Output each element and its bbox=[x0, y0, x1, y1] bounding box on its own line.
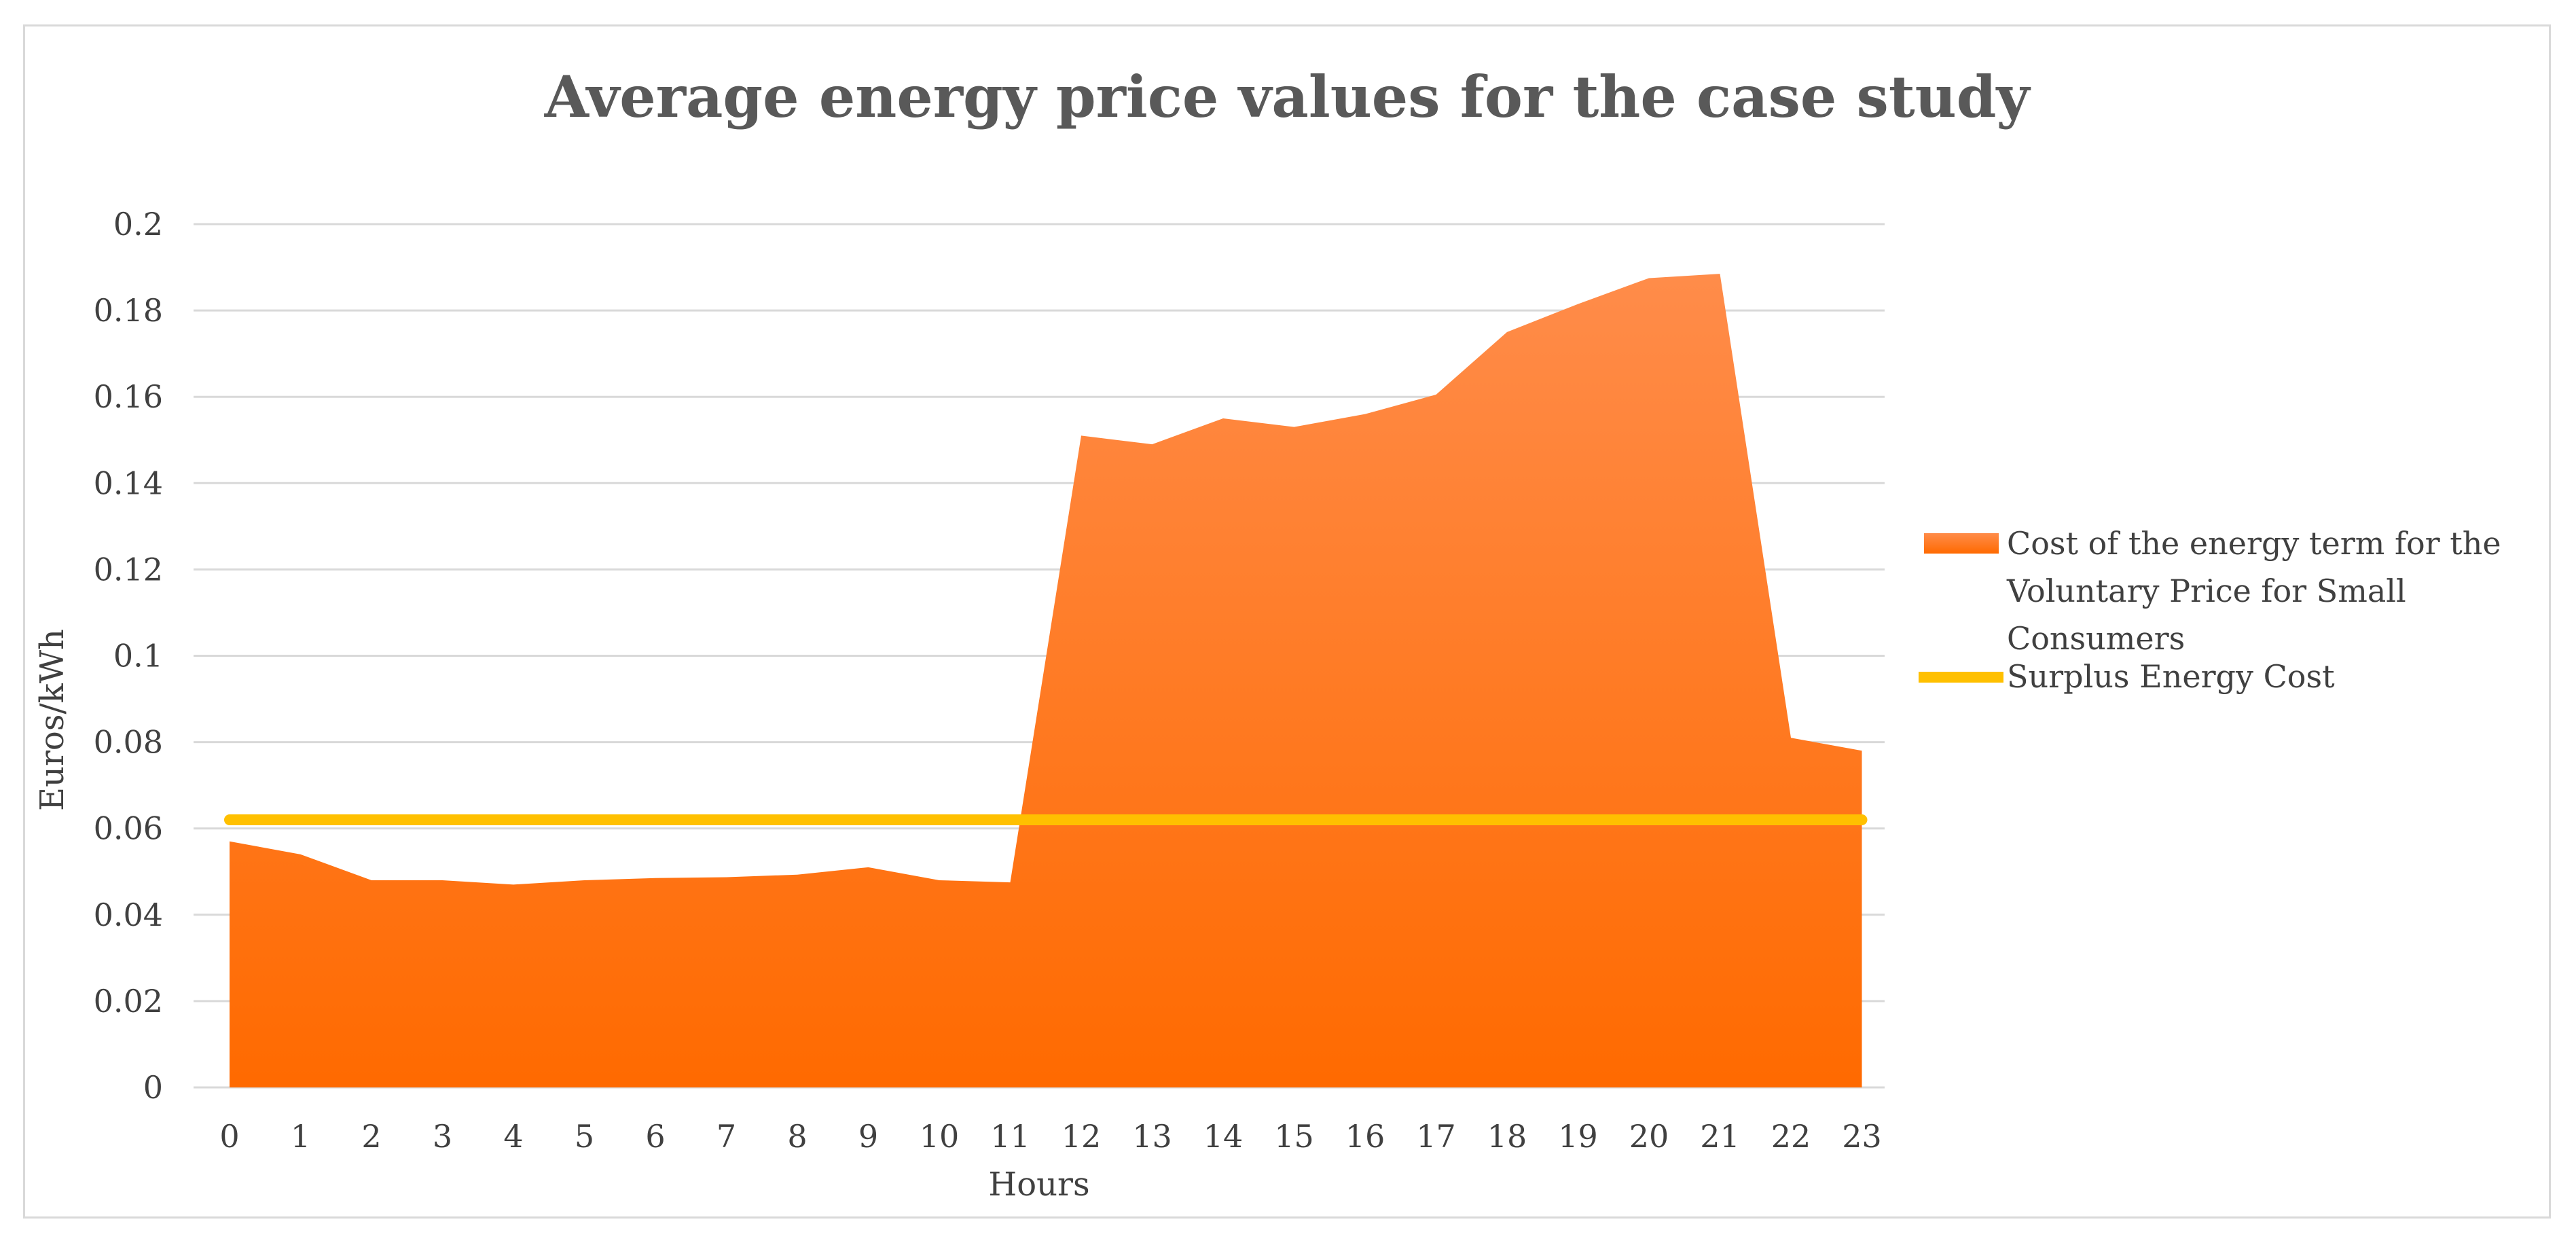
area-point bbox=[1646, 275, 1652, 281]
line-point bbox=[1362, 817, 1368, 823]
area-point bbox=[795, 872, 800, 878]
line-series bbox=[224, 814, 1868, 825]
area-point bbox=[227, 839, 232, 844]
area-point bbox=[440, 878, 446, 883]
x-tick-label: 20 bbox=[1629, 1118, 1669, 1155]
y-axis-label: Euros/kWh bbox=[33, 629, 71, 811]
y-tick-label: 0.14 bbox=[94, 465, 163, 501]
y-tick-label: 0.2 bbox=[113, 206, 163, 242]
area-point bbox=[369, 878, 374, 883]
y-tick-label: 0.08 bbox=[94, 724, 163, 761]
area-point bbox=[1078, 433, 1084, 438]
line-point bbox=[1646, 817, 1652, 823]
area-point bbox=[1434, 392, 1439, 397]
line-point bbox=[1718, 817, 1723, 823]
y-tick-label: 0 bbox=[143, 1069, 163, 1106]
y-tick-label: 0.02 bbox=[94, 983, 163, 1020]
line-point bbox=[653, 817, 658, 823]
line-point bbox=[1292, 817, 1297, 823]
line-point bbox=[866, 817, 871, 823]
area-point bbox=[1576, 302, 1581, 307]
x-tick-label: 3 bbox=[433, 1118, 452, 1155]
legend-swatch-area bbox=[1924, 533, 1999, 554]
x-axis-ticks: 0 1 2 3 4 5 6 7 8 9 10 11 12 13 14 15 16 17 18 19 20 21 22 23 bbox=[219, 1118, 1881, 1155]
area-point bbox=[298, 852, 304, 857]
line-point bbox=[1008, 817, 1013, 823]
x-tick-label: 4 bbox=[503, 1118, 523, 1155]
x-tick-label: 22 bbox=[1771, 1118, 1811, 1155]
y-tick-label: 0.1 bbox=[113, 638, 163, 674]
x-tick-label: 19 bbox=[1558, 1118, 1598, 1155]
x-tick-label: 6 bbox=[645, 1118, 665, 1155]
area-point bbox=[653, 876, 658, 881]
line-point bbox=[1860, 817, 1865, 823]
y-axis-ticks: 0 0.02 0.04 0.06 0.08 0.1 0.12 0.14 0.16 0.18 0.2 bbox=[94, 206, 163, 1106]
x-tick-label: 2 bbox=[361, 1118, 381, 1155]
line-point bbox=[440, 817, 446, 823]
line-point bbox=[1504, 817, 1510, 823]
area-point bbox=[1220, 416, 1226, 421]
area-point bbox=[1504, 329, 1510, 335]
legend-label-area-line3: Consumers bbox=[2007, 620, 2185, 657]
x-tick-label: 16 bbox=[1345, 1118, 1385, 1155]
x-tick-label: 0 bbox=[219, 1118, 239, 1155]
line-point bbox=[795, 817, 800, 823]
x-tick-label: 12 bbox=[1062, 1118, 1102, 1155]
x-tick-label: 18 bbox=[1487, 1118, 1527, 1155]
line-point bbox=[511, 817, 516, 823]
line-point bbox=[1434, 817, 1439, 823]
area-point bbox=[1008, 880, 1013, 885]
y-tick-label: 0.12 bbox=[94, 551, 163, 588]
area-point bbox=[1788, 735, 1794, 740]
x-axis-label: Hours bbox=[988, 1166, 1089, 1204]
area-point bbox=[866, 865, 871, 870]
line-point bbox=[1078, 817, 1084, 823]
x-tick-label: 13 bbox=[1132, 1118, 1172, 1155]
area-point bbox=[724, 875, 729, 880]
y-tick-label: 0.06 bbox=[94, 810, 163, 847]
x-tick-label: 7 bbox=[716, 1118, 736, 1155]
x-tick-label: 15 bbox=[1274, 1118, 1314, 1155]
x-tick-label: 11 bbox=[990, 1118, 1030, 1155]
line-point bbox=[369, 817, 374, 823]
area-point bbox=[1860, 748, 1865, 753]
x-tick-label: 23 bbox=[1842, 1118, 1882, 1155]
legend-label-line: Surplus Energy Cost bbox=[2007, 658, 2335, 695]
area-point bbox=[582, 878, 587, 883]
area-series bbox=[227, 271, 1865, 1087]
area-point bbox=[1292, 425, 1297, 430]
x-tick-label: 10 bbox=[920, 1118, 960, 1155]
area-fill bbox=[230, 274, 1862, 1087]
x-tick-label: 17 bbox=[1416, 1118, 1456, 1155]
legend-label-area: Cost of the energy term for the Voluntar… bbox=[2006, 525, 2511, 657]
area-point bbox=[511, 882, 516, 887]
area-point bbox=[1718, 271, 1723, 276]
y-tick-label: 0.16 bbox=[94, 378, 163, 415]
line-point bbox=[227, 817, 232, 823]
x-tick-label: 5 bbox=[575, 1118, 594, 1155]
x-tick-label: 21 bbox=[1700, 1118, 1740, 1155]
legend-label-area-line2: Voluntary Price for Small bbox=[2006, 573, 2406, 609]
line-point bbox=[724, 817, 729, 823]
line-point bbox=[1150, 817, 1155, 823]
line-point bbox=[1788, 817, 1794, 823]
area-point bbox=[1150, 441, 1155, 447]
line-point bbox=[937, 817, 942, 823]
legend-label-area-line1: Cost of the energy term for the bbox=[2007, 525, 2501, 562]
y-tick-label: 0.04 bbox=[94, 897, 163, 933]
y-tick-label: 0.18 bbox=[94, 292, 163, 329]
legend: Cost of the energy term for the Voluntar… bbox=[1919, 525, 2511, 695]
x-tick-label: 1 bbox=[291, 1118, 310, 1155]
line-point bbox=[298, 817, 304, 823]
x-tick-label: 14 bbox=[1203, 1118, 1244, 1155]
line-point bbox=[1220, 817, 1226, 823]
chart-title: Average energy price values for the case… bbox=[544, 63, 2031, 130]
x-tick-label: 9 bbox=[858, 1118, 878, 1155]
area-point bbox=[1362, 412, 1368, 417]
x-tick-label: 8 bbox=[787, 1118, 807, 1155]
area-point bbox=[937, 878, 942, 883]
line-point bbox=[1576, 817, 1581, 823]
line-point bbox=[582, 817, 587, 823]
